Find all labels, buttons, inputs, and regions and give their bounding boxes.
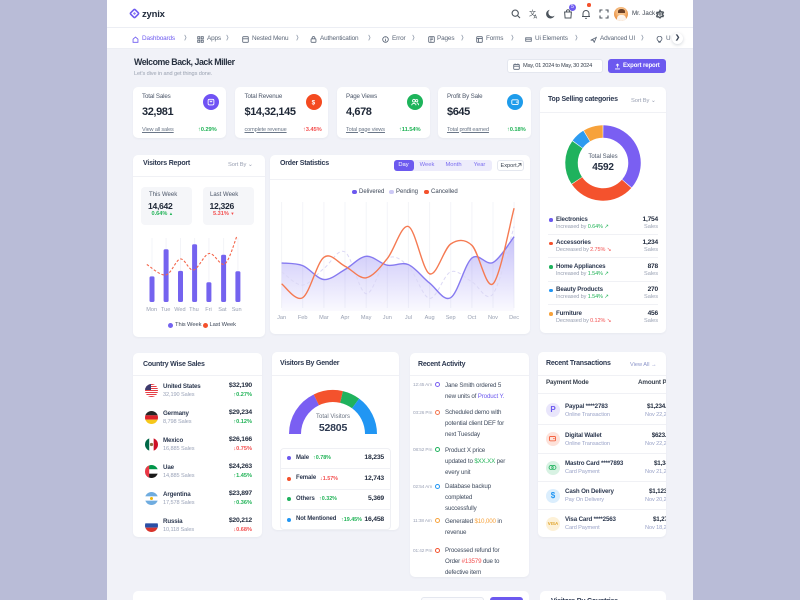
svg-text:文: 文	[529, 9, 536, 18]
svg-text:A: A	[534, 15, 538, 20]
svg-text:$: $	[311, 99, 315, 106]
